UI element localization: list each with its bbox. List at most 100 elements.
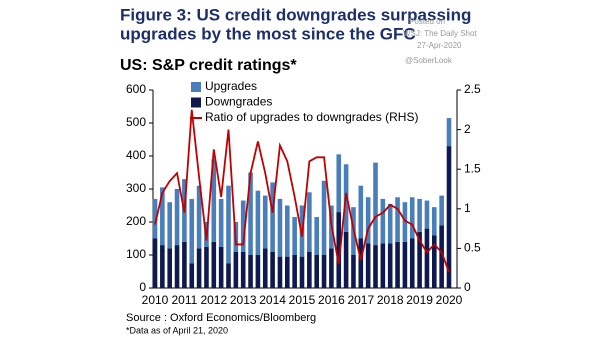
legend-label: Ratio of upgrades to downgrades (RHS) — [205, 110, 418, 124]
watermark: WSJ: The Daily Shot — [403, 29, 477, 38]
bar-segment — [292, 255, 297, 288]
bar-segment — [387, 203, 393, 244]
bar-segment — [174, 245, 180, 288]
bar-segment — [189, 198, 195, 264]
bar-segment — [285, 256, 290, 288]
bar-segment — [439, 195, 444, 226]
x-tick-label: 2016 — [318, 293, 345, 307]
bar-segment — [307, 192, 312, 252]
bar-segment — [336, 212, 342, 288]
x-tick-label: 2012 — [200, 293, 227, 307]
bar-segment — [262, 195, 268, 249]
x-tick-label: 2017 — [347, 293, 374, 307]
bar-segment — [285, 205, 290, 257]
bar-segment — [211, 241, 217, 288]
bar-segment — [417, 231, 422, 288]
bar-segment — [152, 238, 158, 288]
bar-segment — [336, 154, 342, 213]
bar-segment — [167, 202, 172, 249]
bar-segment — [373, 162, 378, 246]
bar-segment — [204, 246, 209, 288]
bar-segment — [395, 197, 400, 242]
bar-segment — [226, 185, 231, 264]
bar-segment — [314, 217, 319, 255]
bar-segment — [365, 197, 371, 244]
legend-swatch — [191, 82, 201, 92]
legend-label: Upgrades — [205, 79, 257, 93]
bar-segment — [446, 146, 452, 288]
bar-segment — [395, 241, 400, 288]
bar-segment — [446, 118, 452, 147]
chart-title-line: upgrades by the most since the GFC — [120, 24, 416, 43]
bar-segment — [358, 238, 364, 288]
y-tick-label: 0 — [139, 280, 146, 294]
bar-segment — [248, 172, 253, 255]
y2-tick-label: 2.5 — [464, 82, 481, 96]
bar-segment — [299, 256, 305, 288]
watermark: 27-Apr-2020 — [417, 41, 462, 50]
bar-segment — [380, 243, 386, 288]
bar-segment — [417, 198, 422, 232]
y-tick-label: 100 — [126, 247, 146, 261]
bar-segment — [424, 228, 430, 288]
bar-segment — [255, 255, 261, 288]
x-tick-label: 2018 — [377, 293, 404, 307]
x-tick-label: 2019 — [406, 293, 433, 307]
source: Source : Oxford Economics/Bloomberg — [126, 312, 316, 324]
x-tick-label: 2013 — [230, 293, 257, 307]
bar-segment — [365, 243, 371, 288]
bar-segment — [409, 238, 415, 288]
bar-segment — [432, 235, 437, 288]
bar-segment — [314, 255, 319, 288]
bar-segment — [174, 189, 180, 246]
watermark: Posted on — [409, 17, 445, 26]
bar-segment — [248, 255, 253, 288]
bar-segment — [387, 243, 393, 288]
y-tick-label: 500 — [126, 115, 146, 129]
bar-segment — [409, 197, 415, 239]
bar-segment — [196, 248, 202, 288]
bar-segment — [439, 225, 444, 288]
x-tick-label: 2014 — [259, 293, 286, 307]
bar-segment — [307, 251, 312, 288]
bar-segment — [233, 251, 239, 288]
bar-segment — [351, 255, 356, 288]
bar-segment — [196, 185, 202, 249]
bar-segment — [380, 198, 386, 244]
bar-segment — [218, 198, 224, 247]
legend-label: Downgrades — [205, 95, 272, 109]
y-tick-label: 400 — [126, 148, 146, 162]
legend-swatch — [191, 97, 201, 108]
bar-segment — [321, 255, 327, 288]
bar-segment — [432, 207, 437, 236]
bar-segment — [329, 248, 334, 288]
bar-segment — [321, 180, 327, 255]
bar-segment — [160, 187, 165, 246]
y2-tick-label: 0.5 — [464, 241, 481, 255]
watermark: @SoberLook — [405, 56, 453, 65]
bar-segment — [255, 190, 261, 255]
y2-tick-label: 2 — [464, 122, 471, 136]
bar-segment — [240, 200, 246, 252]
y-tick-label: 200 — [126, 214, 146, 228]
bar-segment — [343, 231, 349, 288]
bar-segment — [167, 248, 172, 288]
bar-segment — [152, 198, 158, 239]
y2-tick-label: 1 — [464, 201, 471, 215]
x-tick-label: 2011 — [171, 293, 197, 307]
bar-segment — [160, 245, 165, 288]
y-tick-label: 300 — [126, 181, 146, 195]
bar-segment — [424, 200, 430, 229]
bar-segment — [189, 263, 195, 288]
bar-segment — [277, 256, 283, 288]
bar-segment — [262, 248, 268, 288]
bar-segment — [402, 241, 408, 288]
bar-segment — [211, 159, 217, 242]
bar-segment — [270, 182, 275, 252]
x-tick-label: 2020 — [436, 293, 463, 307]
bar-segment — [373, 245, 378, 288]
x-tick-label: 2015 — [289, 293, 316, 307]
bar-segment — [182, 241, 187, 288]
bar-segment — [402, 202, 408, 242]
ratio-line — [154, 109, 450, 273]
